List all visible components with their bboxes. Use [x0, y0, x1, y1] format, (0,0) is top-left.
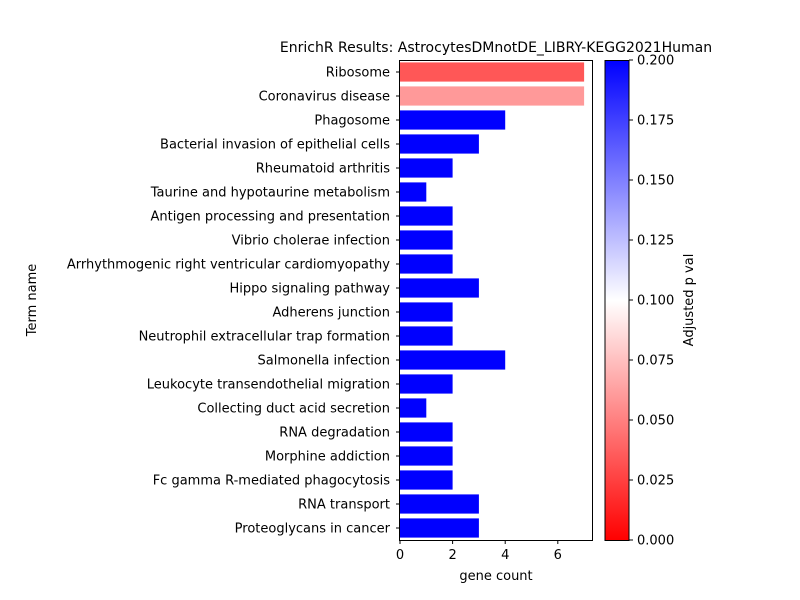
- bar: [400, 398, 427, 418]
- colorbar-tick-label: 0.050: [637, 414, 674, 429]
- y-tick-label: Morphine addiction: [265, 450, 390, 465]
- bar: [400, 62, 585, 82]
- x-tick-label: 6: [554, 548, 562, 563]
- y-tick-label: Hippo signaling pathway: [229, 282, 390, 297]
- colorbar-tick-label: 0.175: [637, 114, 674, 129]
- bar: [400, 182, 427, 202]
- y-tick-label: Salmonella infection: [258, 354, 390, 369]
- colorbar-label: Adjusted p val: [682, 254, 697, 347]
- chart-title: EnrichR Results: AstrocytesDMnotDE_LIBRY…: [280, 40, 712, 56]
- colorbar-tick-label: 0.025: [637, 474, 674, 489]
- y-tick-labels: Ribosome Coronavirus disease Phagosome Bact…: [67, 66, 400, 537]
- bar: [400, 278, 479, 298]
- bar: [400, 470, 453, 490]
- y-axis-label: Term name: [25, 264, 40, 338]
- y-tick-label: Vibrio cholerae infection: [232, 234, 390, 249]
- x-axis-label: gene count: [459, 569, 532, 584]
- bar: [400, 110, 506, 130]
- colorbar-tick-label: 0.100: [637, 294, 674, 309]
- colorbar-tick-label: 0.150: [637, 174, 674, 189]
- colorbar-tick-label: 0.075: [637, 354, 674, 369]
- colorbar-ticks: 0.000 0.025 0.050 0.075 0.100 0.125 0.150 0.175…: [629, 54, 674, 549]
- bar: [400, 326, 453, 346]
- y-tick-label: Phagosome: [314, 114, 390, 129]
- bars-layer: [400, 62, 585, 538]
- bar: [400, 206, 453, 226]
- y-tick-label: Fc gamma R-mediated phagocytosis: [153, 474, 391, 489]
- bar: [400, 350, 506, 370]
- y-tick-label: Antigen processing and presentation: [150, 210, 390, 225]
- y-tick-label: Bacterial invasion of epithelial cells: [160, 138, 390, 153]
- colorbar: [604, 60, 630, 541]
- bar: [400, 302, 453, 322]
- y-tick-label: Coronavirus disease: [259, 90, 390, 105]
- y-tick-label: Arrhythmogenic right ventricular cardiom…: [67, 258, 390, 273]
- colorbar-tick-label: 0.125: [637, 234, 674, 249]
- x-axis: 0 2 4 6: [396, 540, 562, 563]
- y-tick-label: Taurine and hypotaurine metabolism: [150, 186, 390, 201]
- y-tick-label: Neutrophil extracellular trap formation: [139, 330, 390, 345]
- y-tick-label: Rheumatoid arthritis: [256, 162, 390, 177]
- x-tick-label: 0: [396, 548, 404, 563]
- bar: [400, 86, 585, 106]
- y-tick-label: RNA transport: [298, 498, 390, 513]
- y-tick-label: Proteoglycans in cancer: [235, 522, 391, 537]
- bar: [400, 158, 453, 178]
- x-tick-label: 4: [501, 548, 509, 563]
- bar: [400, 518, 479, 538]
- bar: [400, 230, 453, 250]
- y-tick-label: Adherens junction: [273, 306, 391, 321]
- plot-frame: [399, 60, 593, 541]
- y-tick-label: Ribosome: [326, 66, 390, 81]
- y-tick-label: RNA degradation: [279, 426, 390, 441]
- bar: [400, 134, 479, 154]
- y-tick-label: Leukocyte transendothelial migration: [147, 378, 390, 393]
- x-tick-label: 2: [448, 548, 456, 563]
- colorbar-tick-label: 0.200: [637, 54, 674, 69]
- bar: [400, 254, 453, 274]
- bar: [400, 374, 453, 394]
- bar: [400, 422, 453, 442]
- bar: [400, 494, 479, 514]
- y-tick-label: Collecting duct acid secretion: [197, 402, 390, 417]
- colorbar-tick-label: 0.000: [637, 534, 674, 549]
- bar: [400, 446, 453, 466]
